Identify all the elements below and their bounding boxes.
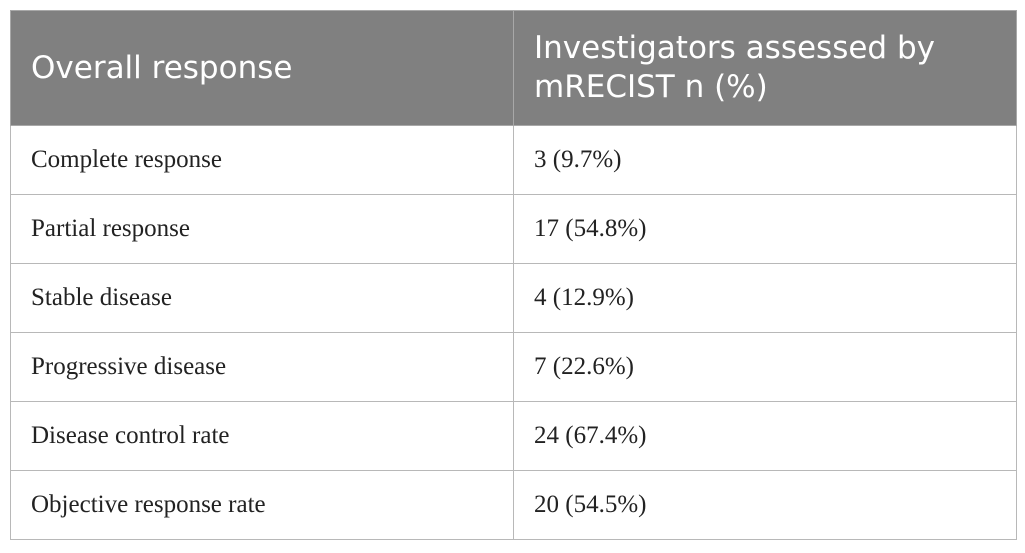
row-label: Objective response rate	[10, 470, 514, 540]
row-label: Partial response	[10, 194, 514, 264]
row-value: 20 (54.5%)	[513, 470, 1017, 540]
row-label: Disease control rate	[10, 401, 514, 471]
table-row: Complete response 3 (9.7%)	[10, 125, 1017, 195]
row-label: Progressive disease	[10, 332, 514, 402]
table-row: Disease control rate 24 (67.4%)	[10, 401, 1017, 471]
row-value: 17 (54.8%)	[513, 194, 1017, 264]
response-table-container: Overall response Investigators assessed …	[10, 10, 1017, 540]
header-overall-response: Overall response	[10, 10, 514, 126]
row-value: 7 (22.6%)	[513, 332, 1017, 402]
overall-response-table: Overall response Investigators assessed …	[10, 10, 1017, 540]
table-row: Stable disease 4 (12.9%)	[10, 263, 1017, 333]
row-value: 3 (9.7%)	[513, 125, 1017, 195]
table-row: Objective response rate 20 (54.5%)	[10, 470, 1017, 540]
row-label: Stable disease	[10, 263, 514, 333]
table-header-row: Overall response Investigators assessed …	[10, 10, 1017, 126]
row-value: 24 (67.4%)	[513, 401, 1017, 471]
row-value: 4 (12.9%)	[513, 263, 1017, 333]
table-row: Progressive disease 7 (22.6%)	[10, 332, 1017, 402]
header-investigators-assessed: Investigators assessed by mRECIST n (%)	[513, 10, 1017, 126]
row-label: Complete response	[10, 125, 514, 195]
table-row: Partial response 17 (54.8%)	[10, 194, 1017, 264]
